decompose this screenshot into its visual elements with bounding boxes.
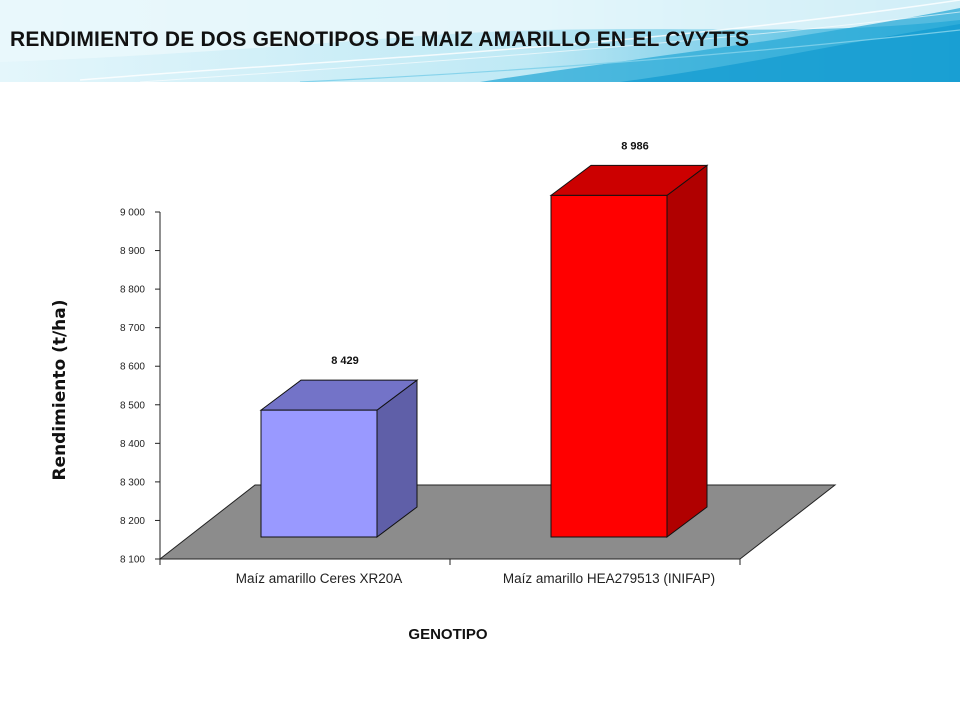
y-tick-label: 8 300 bbox=[120, 477, 145, 488]
bar-front-face bbox=[550, 194, 668, 538]
bar-2 bbox=[549, 164, 709, 538]
header-banner bbox=[0, 0, 960, 82]
x-axis-title: GENOTIPO bbox=[408, 626, 488, 643]
bar-front-face bbox=[260, 409, 378, 538]
y-tick-label: 9 000 bbox=[120, 208, 145, 219]
y-tick-label: 8 700 bbox=[120, 323, 145, 334]
slide-title: RENDIMIENTO DE DOS GENOTIPOS DE MAIZ AMA… bbox=[10, 28, 750, 51]
y-tick-label: 8 600 bbox=[120, 362, 145, 373]
y-tick-label: 8 900 bbox=[120, 246, 145, 257]
y-tick-label: 8 500 bbox=[120, 400, 145, 411]
y-tick-label: 8 400 bbox=[120, 439, 145, 450]
data-label: 8 986 bbox=[621, 140, 649, 152]
y-axis-title: Rendimiento (t/ha) bbox=[50, 299, 70, 481]
x-tick-label: Maíz amarillo Ceres XR20A bbox=[236, 571, 403, 586]
x-tick-label: Maíz amarillo HEA279513 (INIFAP) bbox=[503, 571, 715, 586]
y-tick-label: 8 200 bbox=[120, 516, 145, 527]
y-tick-label: 8 800 bbox=[120, 285, 145, 296]
bar-1 bbox=[259, 379, 419, 538]
y-tick-label: 8 100 bbox=[120, 555, 145, 566]
data-label: 8 429 bbox=[331, 355, 359, 367]
bar-side-face bbox=[666, 164, 708, 538]
